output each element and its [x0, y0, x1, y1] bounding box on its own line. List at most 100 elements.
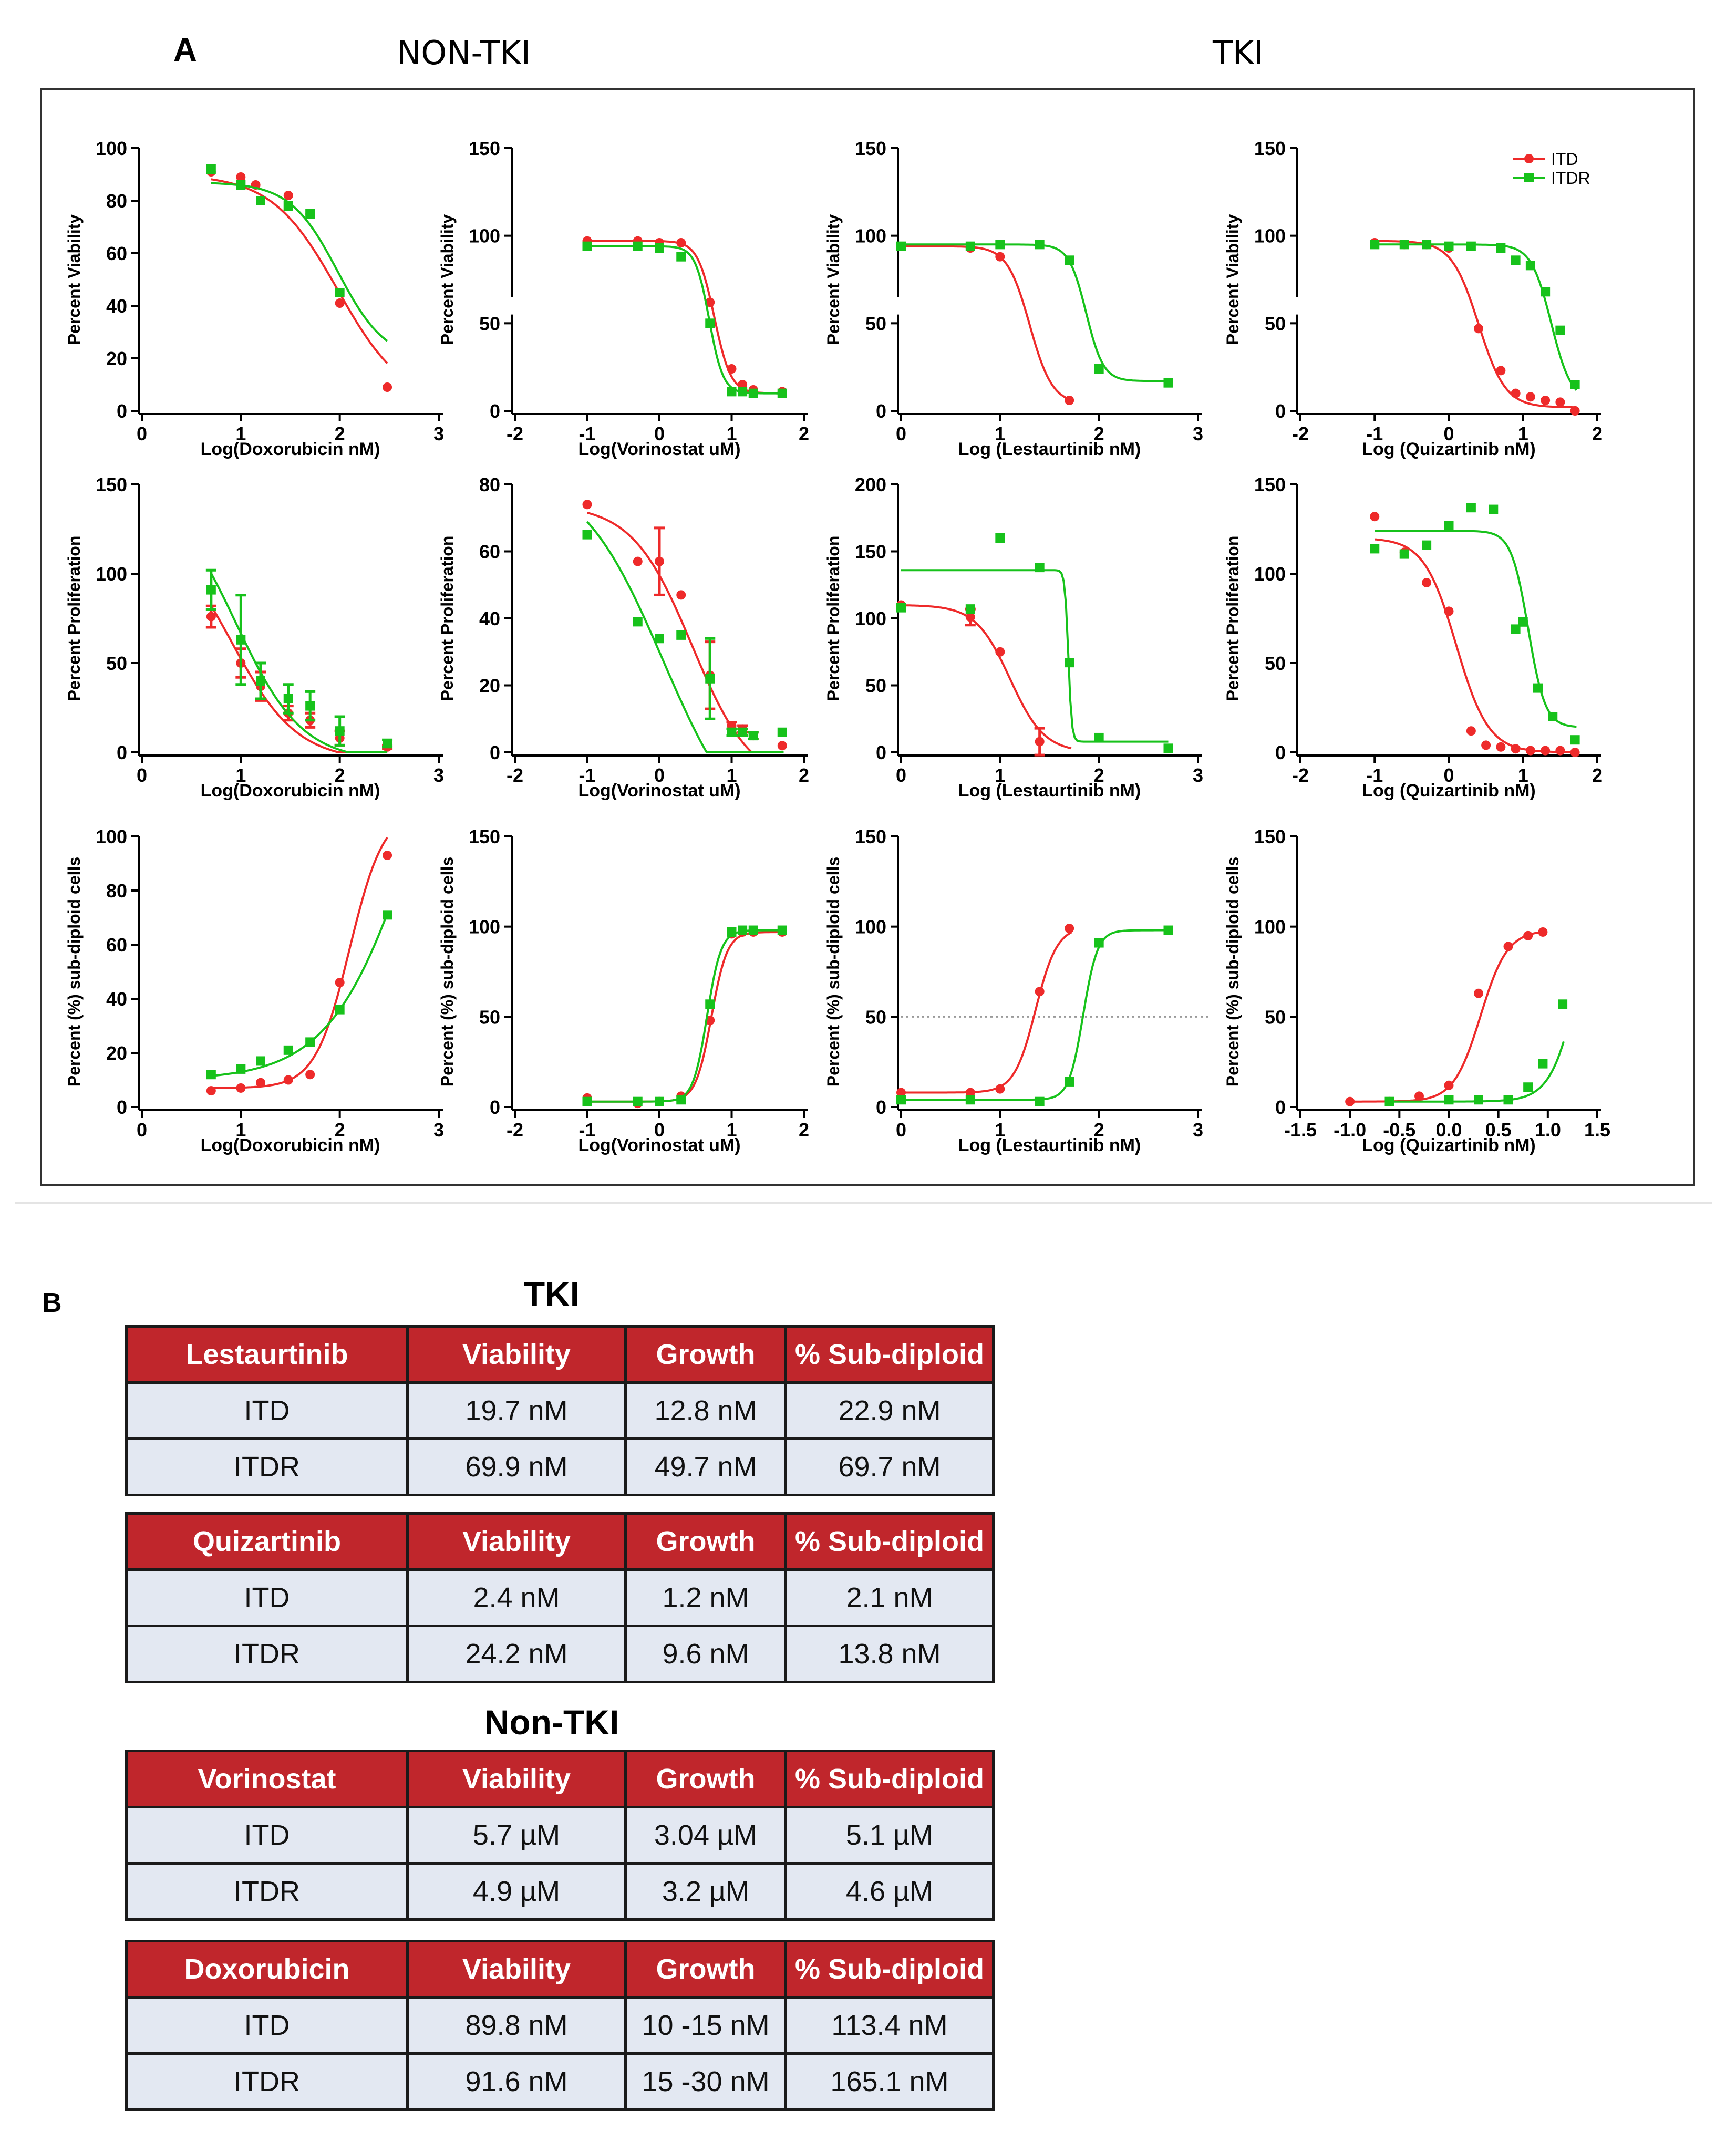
- y-tick-label: 40: [106, 295, 127, 317]
- x-tick-label: -1.5: [1284, 1119, 1317, 1141]
- x-tick-label: 2: [335, 764, 345, 786]
- itdr-data-point: [305, 209, 315, 219]
- itd-data-point: [206, 1086, 216, 1096]
- itd-data-point: [896, 1088, 906, 1098]
- x-axis-label: Log(Doxorubicin nM): [201, 781, 380, 801]
- itdr-data-point: [1466, 241, 1476, 251]
- itdr-data-point: [1541, 287, 1551, 297]
- doxorubicin-header-1: Viability: [406, 1940, 627, 1999]
- itdr-data-point: [777, 727, 787, 737]
- x-tick-label: 0: [896, 1119, 906, 1141]
- itd-data-point: [995, 647, 1005, 657]
- itdr-data-point: [1065, 1077, 1074, 1087]
- x-tick-label: -1: [578, 1119, 595, 1141]
- itdr-data-point: [705, 999, 715, 1009]
- itdr-data-point: [383, 910, 392, 920]
- itdr-data-point: [1384, 1096, 1394, 1106]
- y-tick-label: 100: [96, 826, 127, 847]
- itdr-data-point: [1163, 378, 1173, 388]
- itd-data-point: [1466, 726, 1476, 736]
- y-axis-label: Percent (%) sub-diploid cells: [1223, 857, 1242, 1087]
- itdr-data-point: [236, 635, 246, 645]
- itdr-data-point: [305, 1037, 315, 1047]
- itdr-data-point: [1558, 999, 1568, 1009]
- doxorubicin-cell-1-1: 91.6 nM: [406, 2052, 627, 2111]
- doxorubicin-table: Doxorubicin Viability Growth% Sub-diploid I…: [125, 1940, 995, 2111]
- x-tick-label: 0: [654, 423, 665, 444]
- itd-fit-curve: [901, 604, 1072, 750]
- itdr-data-point: [206, 1070, 216, 1080]
- itdr-data-point: [748, 731, 758, 741]
- itdr-data-point: [1570, 735, 1580, 745]
- itd-data-point: [335, 978, 345, 988]
- x-tick-label: 3: [433, 423, 444, 444]
- y-tick-label: 50: [1265, 653, 1286, 674]
- quizartinib-cell-0-0: ITD: [125, 1568, 409, 1627]
- x-tick-label: 1: [995, 1119, 1005, 1141]
- y-tick-label: 150: [1254, 474, 1286, 495]
- y-tick-label: 200: [855, 474, 886, 495]
- itd-data-point: [283, 1075, 293, 1085]
- quizartinib-cell-1-0: ITDR: [125, 1625, 409, 1683]
- itdr-data-point: [283, 694, 293, 703]
- x-tick-label: 1: [235, 1119, 246, 1141]
- x-tick-label: -0.5: [1383, 1119, 1415, 1141]
- table-row: ITD 19.7 nM 12.8 nM 22.9 nM: [125, 1381, 995, 1440]
- y-tick-label: 0: [117, 1096, 127, 1118]
- quizartinib-header-1: Viability: [406, 1512, 627, 1571]
- y-tick-label: 150: [1254, 138, 1286, 159]
- y-tick-label: 0: [876, 742, 886, 763]
- x-tick-label: 2: [1094, 423, 1104, 444]
- itdr-data-point: [206, 164, 216, 174]
- chart-r1c2: 0 50 100 150 -2 -1 0 1 2 Log(Vorinostat uM) Percen…: [438, 138, 809, 459]
- itd-data-point: [1525, 746, 1535, 756]
- itdr-data-point: [1163, 925, 1173, 935]
- doxorubicin-cell-1-2: 15 -30 nM: [624, 2052, 787, 2111]
- y-tick-label: 100: [469, 916, 500, 938]
- itdr-data-point: [655, 243, 664, 253]
- itdr-data-point: [1035, 240, 1045, 250]
- quizartinib-header-2: Growth: [624, 1512, 787, 1571]
- doxorubicin-cell-1-3: 165.1 nM: [784, 2052, 995, 2111]
- x-tick-label: -1: [1366, 764, 1383, 786]
- y-tick-label: 100: [855, 608, 886, 629]
- x-tick-label: -1.0: [1334, 1119, 1366, 1141]
- x-tick-label: 0: [1443, 423, 1454, 444]
- itdr-data-point: [1511, 624, 1521, 634]
- y-tick-label: 20: [479, 675, 500, 697]
- vorinostat-cell-1-2: 3.2 µM: [624, 1862, 787, 1921]
- itd-data-point: [1481, 740, 1491, 750]
- itd-data-point: [1345, 1096, 1355, 1106]
- itdr-data-point: [1422, 540, 1432, 550]
- doxorubicin-header-3: % Sub-diploid: [784, 1940, 995, 1999]
- chart-r1c4: 0 50 100 150 -2 -1 0 1 2 Log (Quizartinib nM) Perc…: [1223, 138, 1603, 459]
- itd-data-point: [1065, 924, 1074, 934]
- x-tick-label: 2: [335, 423, 345, 444]
- y-tick-label: 0: [490, 1096, 500, 1118]
- itdr-data-point: [1570, 380, 1580, 389]
- itdr-data-point: [283, 1045, 293, 1055]
- itdr-data-point: [633, 1096, 643, 1106]
- itd-data-point: [1555, 746, 1565, 756]
- legend-itd-marker: [1524, 154, 1534, 163]
- itd-data-point: [995, 1084, 1005, 1094]
- vorinostat-table: Vorinostat Viability Growth% Sub-diploid IT…: [125, 1750, 995, 1921]
- x-tick-label: -1: [1366, 423, 1383, 444]
- table-row: ITDR 69.9 nM 49.7 nM 69.7 nM: [125, 1437, 995, 1496]
- y-axis-label: Percent (%) sub-diploid cells: [824, 857, 843, 1087]
- y-tick-label: 150: [855, 138, 886, 159]
- itdr-data-point: [896, 603, 906, 613]
- x-tick-label: 0: [137, 1119, 147, 1141]
- y-axis-label: Percent Proliferation: [65, 536, 84, 701]
- x-tick-label: 2: [799, 423, 809, 444]
- vorinostat-cell-0-3: 5.1 µM: [784, 1806, 995, 1865]
- x-tick-label: 1: [726, 764, 737, 786]
- itdr-data-point: [1094, 938, 1104, 948]
- chart-r2c3: 0 50 100 150 200 0 1 2 3 Log (Lestaurtinib nM) Per…: [824, 474, 1203, 801]
- itdr-data-point: [1489, 504, 1499, 514]
- y-tick-label: 0: [1275, 400, 1286, 422]
- itdr-data-point: [1533, 683, 1543, 693]
- y-tick-label: 50: [106, 653, 127, 674]
- itdr-data-point: [1444, 521, 1454, 531]
